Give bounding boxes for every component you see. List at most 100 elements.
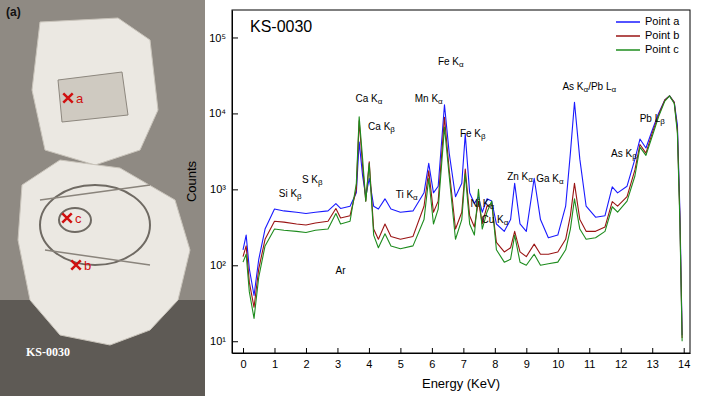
sample-label: KS-0030: [26, 345, 70, 359]
y-tick: 10³: [210, 183, 238, 195]
x-tick-label: 5: [398, 358, 404, 370]
x-tick-label: 6: [429, 358, 435, 370]
chart-title: KS-0030: [250, 18, 312, 35]
x-tick-mark: [274, 348, 275, 353]
legend-swatch: [616, 21, 640, 23]
legend-item: Point c: [616, 43, 679, 55]
peak-label: Ca Kα: [355, 93, 382, 106]
x-tick: 7: [461, 348, 467, 370]
legend-swatch: [616, 49, 640, 51]
peak-label: As Kβ: [611, 148, 637, 161]
x-tick: 14: [678, 348, 690, 370]
peak-label: Si Kβ: [279, 188, 302, 201]
x-tick-mark: [306, 348, 307, 353]
x-tick-mark: [495, 348, 496, 353]
y-axis-line: [232, 11, 233, 354]
sample-point-marker: [63, 93, 72, 102]
y-tick-label: 10²: [210, 259, 226, 271]
legend-label: Point c: [645, 43, 679, 55]
y-axis: 10¹ 10² 10³ 10⁴ 10⁵: [209, 11, 238, 354]
x-tick: 4: [366, 348, 372, 370]
x-tick-label: 13: [647, 358, 659, 370]
legend-item: Point b: [616, 29, 679, 41]
x-tick-mark: [684, 348, 685, 353]
x-tick-mark: [400, 348, 401, 353]
chart: 0123456789101112131410¹10²10³10⁴10⁵Energ…: [184, 10, 691, 391]
x-tick-label: 10: [552, 358, 564, 370]
x-tick: 0: [240, 348, 246, 370]
legend-label: Point a: [645, 15, 680, 27]
painted-area: [58, 72, 128, 122]
legend-item: Point a: [616, 15, 680, 27]
y-tick-label: 10³: [210, 183, 226, 195]
plot-frame: [232, 10, 690, 353]
x-tick-label: 14: [678, 358, 690, 370]
sample-point-label: a: [76, 91, 84, 106]
x-tick-label: 2: [303, 358, 309, 370]
x-tick-mark: [558, 348, 559, 353]
x-tick: 11: [584, 348, 595, 370]
x-tick: 9: [524, 348, 530, 370]
sample-point-label: b: [84, 258, 91, 273]
painted-line: [40, 185, 150, 265]
spectrum-line: [243, 96, 682, 341]
peak-label: Ti Kα: [396, 188, 418, 201]
peak-label: Cu Kα: [481, 214, 508, 227]
x-tick-mark: [463, 348, 464, 353]
peak-label: Fe Kβ: [460, 127, 486, 140]
peak-label: Zn Kα: [507, 171, 533, 184]
legend: Point a Point b Point c: [616, 15, 680, 55]
peak-label: Ar: [336, 264, 347, 275]
painted-line: [59, 208, 91, 232]
painted-line: [40, 185, 150, 265]
x-tick-label: 12: [615, 358, 627, 370]
x-axis-line: [233, 353, 691, 354]
x-tick-mark: [652, 348, 653, 353]
series-group: [243, 96, 682, 341]
peak-label: Pb Lβ: [640, 113, 666, 126]
figure: (a)KS-0030abc0123456789101112131410¹10²1…: [0, 0, 704, 396]
peak-label: Fe Kα: [438, 55, 464, 68]
peak-label: Mn Kα: [415, 93, 443, 106]
spectrum-line: [243, 96, 682, 338]
y-tick: 10⁵: [209, 31, 238, 43]
x-tick: 2: [303, 348, 309, 370]
x-tick-label: 3: [335, 358, 341, 370]
peak-label: As Kα/Pb Lα: [562, 81, 616, 94]
x-tick-mark: [243, 348, 244, 353]
x-tick-label: 1: [272, 358, 278, 370]
legend-label: Point b: [645, 29, 679, 41]
sample-point-marker: [62, 213, 71, 222]
y-tick-label: 10¹: [210, 335, 226, 347]
x-tick-label: 4: [366, 358, 372, 370]
x-tick: 3: [335, 348, 341, 370]
x-tick: 13: [647, 348, 659, 370]
y-axis-title: Counts: [184, 160, 199, 202]
y-tick-mark: [232, 265, 238, 266]
photo-panel: (a)KS-0030abc: [0, 0, 205, 396]
peak-label: Ga Kα: [536, 173, 564, 186]
peak-label: Ca Kβ: [368, 121, 395, 134]
x-tick: 5: [398, 348, 404, 370]
x-tick-mark: [526, 348, 527, 353]
mask-fragment: [32, 18, 158, 165]
y-tick-label: 10⁴: [209, 107, 226, 119]
y-tick: 10¹: [210, 335, 238, 347]
legend-swatch: [616, 35, 640, 37]
x-tick-label: 8: [492, 358, 498, 370]
x-tick: 10: [552, 348, 564, 370]
peak-label: S Kβ: [302, 174, 323, 187]
x-tick: 8: [492, 348, 498, 370]
x-tick-mark: [621, 348, 622, 353]
y-tick-mark: [232, 37, 238, 38]
x-tick-label: 11: [584, 358, 595, 370]
photo-background: [0, 0, 205, 396]
y-tick-mark: [232, 189, 238, 190]
x-tick-label: 9: [524, 358, 530, 370]
panel-label: (a): [6, 5, 21, 19]
x-tick-label: 0: [240, 358, 246, 370]
x-tick-mark: [337, 348, 338, 353]
x-tick-mark: [369, 348, 370, 353]
x-tick-label: 7: [461, 358, 467, 370]
x-tick: 12: [615, 348, 627, 370]
